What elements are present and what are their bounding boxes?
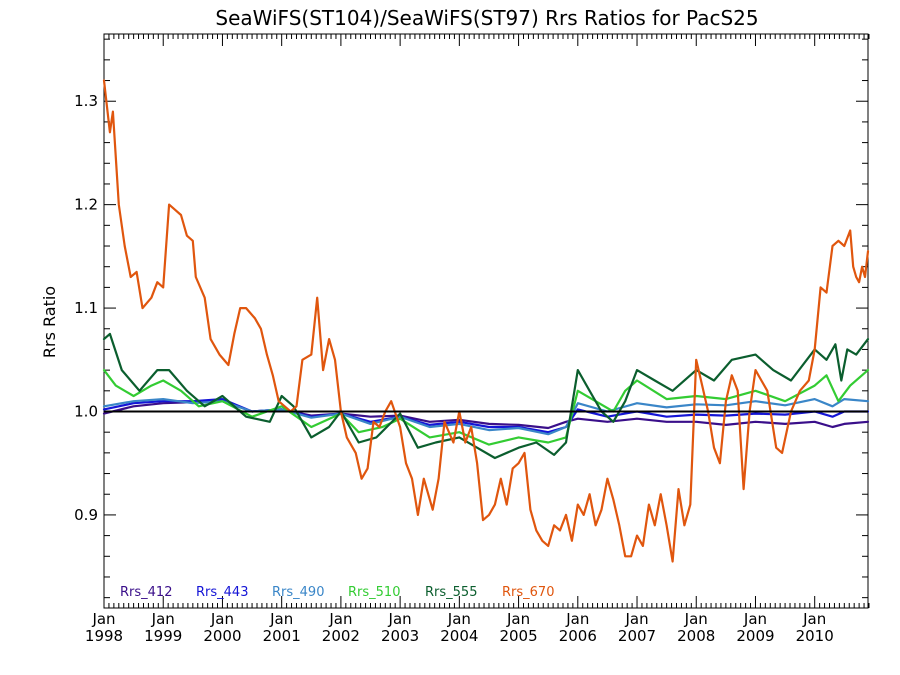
x-tick-label-year: 2008: [677, 627, 715, 645]
series-line-rrs-555: [102, 332, 870, 460]
x-tick-label-year: 2000: [203, 627, 241, 645]
y-tick-label: 1.3: [74, 92, 98, 110]
x-tick-label-month: Jan: [447, 610, 471, 628]
legend-entry: Rrs_670: [502, 585, 554, 600]
x-tick-label-year: 1999: [144, 627, 182, 645]
legend-entry: Rrs_443: [196, 585, 248, 600]
x-tick-label-month: Jan: [565, 610, 589, 628]
legend-entry: Rrs_490: [272, 585, 324, 600]
x-tick-label-month: Jan: [210, 610, 234, 628]
series-line-rrs-510: [102, 369, 870, 446]
series-line-rrs-670: [102, 79, 870, 563]
x-tick-label-year: 2002: [322, 627, 360, 645]
x-tick-label-month: Jan: [91, 610, 115, 628]
legend-entry: Rrs_555: [425, 585, 477, 600]
x-tick-label-month: Jan: [624, 610, 648, 628]
series-line-rrs-490: [102, 398, 870, 436]
x-tick-label-month: Jan: [269, 610, 293, 628]
x-tick-label-year: 2005: [499, 627, 537, 645]
y-tick-label: 0.9: [74, 506, 98, 524]
x-tick-label-year: 2007: [618, 627, 656, 645]
x-tick-label-year: 2004: [440, 627, 478, 645]
x-tick-label-year: 2006: [559, 627, 597, 645]
series-line-rrs-443: [102, 398, 870, 434]
y-tick-label: 1.1: [74, 299, 98, 317]
chart-title: SeaWiFS(ST104)/SeaWiFS(ST97) Rrs Ratios …: [215, 6, 758, 30]
y-tick-label: 1.0: [74, 402, 98, 420]
y-tick-label: 1.2: [74, 196, 98, 214]
y-axis-label: Rrs Ratio: [40, 286, 59, 358]
x-tick-label-month: Jan: [684, 610, 708, 628]
x-tick-label-month: Jan: [328, 610, 352, 628]
x-tick-label-month: Jan: [506, 610, 530, 628]
plot-area: 0.91.01.11.21.3Jan1998Jan1999Jan2000Jan2…: [74, 33, 870, 645]
x-tick-label-month: Jan: [802, 610, 826, 628]
x-tick-label-month: Jan: [388, 610, 412, 628]
x-tick-label-year: 2003: [381, 627, 419, 645]
plot-frame: [103, 33, 869, 609]
x-tick-label-year: 2001: [263, 627, 301, 645]
legend-entry: Rrs_510: [348, 585, 400, 600]
x-tick-label-year: 2010: [796, 627, 834, 645]
x-tick-label-year: 1998: [85, 627, 123, 645]
legend-entry: Rrs_412: [120, 585, 172, 600]
x-tick-label-month: Jan: [743, 610, 767, 628]
x-tick-label-month: Jan: [151, 610, 175, 628]
x-tick-label-year: 2009: [736, 627, 774, 645]
